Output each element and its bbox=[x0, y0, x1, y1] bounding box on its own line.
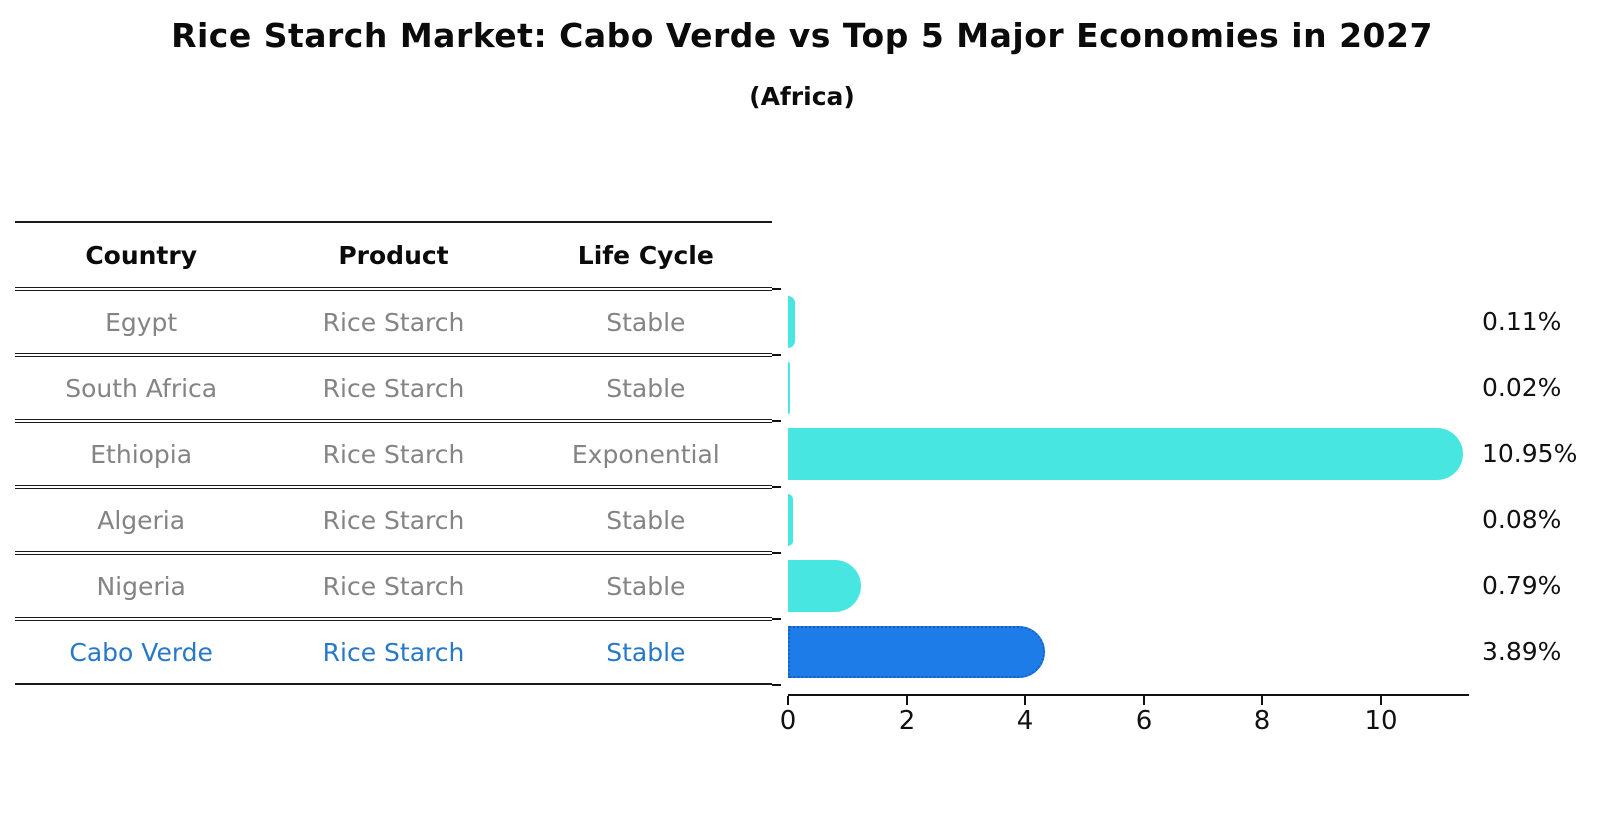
table-row-separator bbox=[15, 617, 772, 621]
cell-product: Rice Starch bbox=[322, 571, 465, 601]
x-axis-tick bbox=[787, 696, 789, 705]
country-table: Country Product Life Cycle Egypt Rice St… bbox=[15, 221, 772, 685]
y-axis-tick bbox=[772, 684, 781, 686]
table-row-algeria: Algeria Rice Starch Stable bbox=[15, 489, 772, 551]
y-axis-tick bbox=[772, 420, 781, 422]
table-row-egypt: Egypt Rice Starch Stable bbox=[15, 291, 772, 353]
cell-product: Rice Starch bbox=[322, 505, 465, 535]
table-row-south-africa: South Africa Rice Starch Stable bbox=[15, 357, 772, 419]
y-axis-tick bbox=[772, 486, 781, 488]
x-axis-line bbox=[788, 694, 1469, 696]
chart-subtitle: (Africa) bbox=[749, 82, 855, 111]
x-axis-tick bbox=[1261, 696, 1263, 705]
value-label-algeria: 0.08% bbox=[1482, 505, 1562, 534]
cell-country: Nigeria bbox=[96, 571, 186, 601]
cell-country: Egypt bbox=[105, 307, 178, 337]
column-header-country: Country bbox=[85, 240, 198, 270]
x-axis-tick-label: 8 bbox=[1253, 706, 1271, 736]
x-axis-tick bbox=[906, 696, 908, 705]
table-row-separator bbox=[15, 485, 772, 489]
value-label-south-africa: 0.02% bbox=[1482, 373, 1562, 402]
cell-life-cycle: Stable bbox=[606, 571, 686, 601]
x-axis-tick bbox=[1143, 696, 1145, 705]
table-bottom-border bbox=[15, 683, 772, 685]
cell-life-cycle: Stable bbox=[606, 637, 686, 667]
cell-product: Rice Starch bbox=[322, 637, 465, 667]
value-label-cabo-verde: 3.89% bbox=[1482, 637, 1562, 666]
x-axis-tick-label: 0 bbox=[779, 706, 797, 736]
table-row-ethiopia: Ethiopia Rice Starch Exponential bbox=[15, 423, 772, 485]
y-axis-tick bbox=[772, 552, 781, 554]
bar-algeria bbox=[788, 494, 793, 546]
bar-ethiopia bbox=[788, 428, 1464, 480]
column-header-life-cycle: Life Cycle bbox=[577, 240, 714, 270]
table-row-cabo-verde: Cabo Verde Rice Starch Stable bbox=[15, 621, 772, 683]
y-axis-tick bbox=[772, 354, 781, 356]
cell-country: Ethiopia bbox=[90, 439, 193, 469]
x-axis-tick-label: 6 bbox=[1135, 706, 1153, 736]
value-label-ethiopia: 10.95% bbox=[1482, 439, 1578, 468]
table-header-row: Country Product Life Cycle bbox=[15, 223, 772, 287]
cell-life-cycle: Stable bbox=[606, 307, 686, 337]
table-header-separator bbox=[15, 287, 772, 291]
chart-title: Rice Starch Market: Cabo Verde vs Top 5 … bbox=[171, 16, 1433, 55]
bar-cabo-verde bbox=[788, 626, 1045, 678]
cell-country: Cabo Verde bbox=[69, 637, 213, 667]
value-label-egypt: 0.11% bbox=[1482, 307, 1562, 336]
table-row-nigeria: Nigeria Rice Starch Stable bbox=[15, 555, 772, 617]
cell-life-cycle: Exponential bbox=[571, 439, 720, 469]
x-axis-tick-label: 4 bbox=[1016, 706, 1034, 736]
cell-product: Rice Starch bbox=[322, 307, 465, 337]
cell-life-cycle: Stable bbox=[606, 373, 686, 403]
x-axis-tick bbox=[1380, 696, 1382, 705]
y-axis-tick bbox=[772, 288, 781, 290]
value-label-nigeria: 0.79% bbox=[1482, 571, 1562, 600]
cell-country: Algeria bbox=[97, 505, 186, 535]
x-axis-tick-label: 10 bbox=[1364, 706, 1398, 736]
bar-south-africa bbox=[788, 362, 790, 414]
cell-product: Rice Starch bbox=[322, 439, 465, 469]
x-axis-tick-label: 2 bbox=[898, 706, 916, 736]
table-top-border bbox=[15, 221, 772, 223]
table-row-separator bbox=[15, 551, 772, 555]
bar-egypt bbox=[788, 296, 795, 348]
column-header-product: Product bbox=[338, 240, 449, 270]
bar-nigeria bbox=[788, 560, 861, 612]
x-axis-tick bbox=[1024, 696, 1026, 705]
cell-country: South Africa bbox=[65, 373, 218, 403]
table-row-separator bbox=[15, 419, 772, 423]
table-row-separator bbox=[15, 353, 772, 357]
cell-life-cycle: Stable bbox=[606, 505, 686, 535]
y-axis-tick bbox=[772, 618, 781, 620]
cell-product: Rice Starch bbox=[322, 373, 465, 403]
